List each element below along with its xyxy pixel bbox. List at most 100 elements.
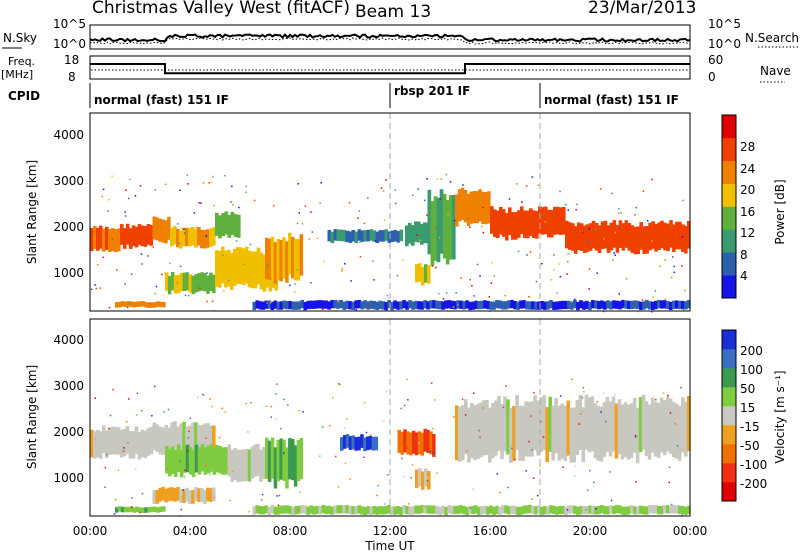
velocity-speckle — [593, 481, 595, 483]
power-region-16-cell — [669, 301, 673, 311]
power-speckle — [198, 202, 200, 204]
velocity-region-11-cell — [660, 506, 664, 515]
velocity-region-1-cell — [158, 426, 163, 455]
power-region-15-cell — [141, 301, 145, 307]
power-speckle — [164, 183, 167, 186]
velocity-speckle — [205, 464, 207, 466]
power-speckle — [651, 178, 653, 181]
velocity-region-11-cell — [480, 506, 484, 515]
velocity-region-5-cell — [200, 488, 204, 502]
power-speckle — [99, 287, 101, 289]
velocity-region-11-cell — [498, 506, 502, 515]
velocity-speckle — [579, 422, 581, 425]
power-speckle — [374, 240, 377, 242]
power-speckle — [521, 201, 523, 203]
power-region-16-cell — [255, 300, 260, 309]
velocity-region-11-cell — [477, 506, 481, 515]
power-region-14-cell — [600, 221, 605, 249]
power-region-14-cell — [585, 224, 590, 252]
velocity-speckle — [218, 436, 221, 439]
power-speckle — [321, 308, 324, 310]
power-region-11-cell — [436, 197, 441, 263]
power-region-16-cell — [543, 301, 547, 310]
power-colorbar-swatch-3 — [722, 206, 736, 230]
power-region-15-cell — [117, 302, 122, 308]
power-speckle — [588, 228, 590, 230]
velocity-speckle — [609, 471, 611, 473]
velocity-speckle — [179, 460, 181, 463]
velocity-speckle — [227, 467, 229, 469]
power-region-16-cell — [294, 301, 299, 310]
power-speckle — [681, 236, 684, 238]
power-colorbar-swatch-2 — [722, 229, 736, 253]
power-speckle — [654, 290, 657, 292]
velocity-region-6-cell — [340, 437, 344, 451]
power-region-15-cell — [123, 301, 128, 307]
velocity-speckle — [196, 396, 199, 399]
power-region-8-cell — [357, 229, 362, 241]
velocity-region-4-cell — [291, 438, 295, 481]
power-region-3-cell — [212, 227, 216, 246]
power-region-5-cell — [206, 275, 210, 294]
nsky-series-line — [89, 33, 691, 43]
power-speckle — [612, 259, 614, 261]
velocity-region-11-cell — [252, 506, 257, 515]
velocity-speckle — [287, 404, 289, 406]
power-region-13-cell — [538, 206, 542, 234]
velocity-speckle — [221, 407, 224, 410]
velocity-speckle — [635, 436, 637, 438]
power-region-16-cell — [357, 300, 361, 309]
velocity-speckle — [337, 486, 340, 488]
power-colorbar-swatch-6 — [722, 137, 736, 162]
velocity-speckle — [229, 499, 231, 502]
power-speckle — [412, 194, 414, 196]
velocity-region-9-cell — [684, 401, 688, 457]
velocity-region-9-cell — [602, 402, 607, 458]
power-region-15-cell — [129, 301, 134, 307]
velocity-region-5-cell — [191, 490, 195, 504]
velocity-region-3-cell — [239, 449, 243, 482]
power-region-14-cell — [630, 225, 635, 253]
power-region-10-cell — [415, 263, 419, 283]
velocity-region-9-cell — [687, 396, 691, 451]
power-region-14-cell — [594, 223, 599, 251]
power-speckle — [553, 269, 555, 271]
power-region-16-cell — [519, 300, 523, 309]
power-region-5-cell — [194, 274, 198, 293]
power-region-16-cell — [339, 300, 343, 309]
power-speckle — [517, 250, 520, 253]
velocity-region-9-cell — [662, 400, 667, 456]
power-speckle — [228, 279, 230, 282]
cpid-segment-3: normal (fast) 151 IF — [544, 93, 679, 107]
power-speckle — [609, 251, 611, 253]
velocity-speckle — [502, 406, 505, 409]
velocity-colorbar-label: Velocity [m s⁻¹] — [773, 370, 787, 463]
power-region-3-cell — [194, 229, 198, 248]
power-speckle — [394, 202, 397, 205]
velocity-region-11-cell — [504, 505, 508, 514]
velocity-region-9-cell — [458, 406, 462, 462]
velocity-region-11-cell — [432, 505, 436, 514]
power-region-16-cell — [597, 301, 601, 310]
power-region-8-cell — [372, 230, 377, 242]
velocity-region-9-cell — [557, 405, 561, 461]
velocity-speckle — [275, 393, 277, 395]
power-region-16-cell — [504, 301, 508, 310]
power-speckle — [297, 183, 299, 185]
velocity-speckle — [186, 450, 188, 452]
power-region-3-cell — [182, 227, 186, 247]
power-speckle — [186, 174, 189, 176]
velocity-region-0-cell — [113, 426, 118, 455]
velocity-region-7-cell — [423, 428, 427, 452]
velocity-region-11-cell — [291, 506, 296, 515]
power-speckle — [341, 268, 343, 270]
power-region-3-cell — [170, 227, 174, 247]
power-region-14-cell — [582, 225, 587, 254]
power-colorbar-swatch-4 — [722, 183, 736, 207]
power-speckle — [447, 213, 449, 215]
velocity-region-1-cell — [176, 426, 180, 455]
power-speckle — [431, 265, 434, 267]
velocity-region-9-cell — [524, 401, 528, 457]
velocity-speckle — [209, 398, 211, 400]
power-region-10-cell — [424, 264, 428, 283]
